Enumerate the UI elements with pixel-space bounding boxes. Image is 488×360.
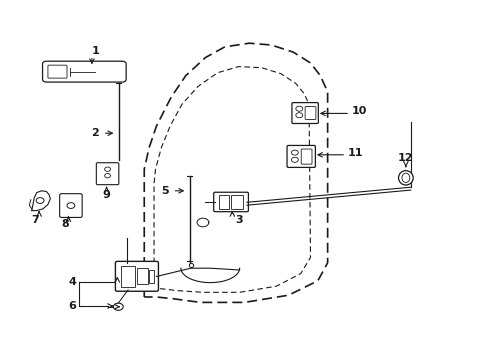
Text: 11: 11 bbox=[347, 148, 363, 158]
Text: 9: 9 bbox=[102, 190, 110, 200]
Bar bbox=[149, 270, 154, 283]
FancyBboxPatch shape bbox=[286, 145, 315, 167]
FancyBboxPatch shape bbox=[96, 163, 119, 185]
Text: 5: 5 bbox=[161, 186, 169, 196]
Circle shape bbox=[67, 203, 75, 208]
Circle shape bbox=[104, 174, 110, 178]
Text: 10: 10 bbox=[351, 106, 366, 116]
Circle shape bbox=[295, 106, 302, 111]
Ellipse shape bbox=[398, 171, 412, 185]
Ellipse shape bbox=[401, 173, 409, 183]
Circle shape bbox=[291, 157, 298, 162]
Bar bbox=[219, 195, 228, 209]
FancyBboxPatch shape bbox=[42, 61, 126, 82]
Bar bbox=[121, 266, 135, 287]
Bar bbox=[137, 268, 147, 284]
FancyBboxPatch shape bbox=[115, 261, 158, 291]
Circle shape bbox=[291, 150, 298, 155]
FancyBboxPatch shape bbox=[60, 194, 82, 217]
FancyBboxPatch shape bbox=[291, 103, 318, 123]
Text: 1: 1 bbox=[91, 46, 99, 56]
Text: 6: 6 bbox=[68, 301, 76, 311]
FancyBboxPatch shape bbox=[301, 149, 311, 164]
Circle shape bbox=[113, 303, 123, 310]
FancyBboxPatch shape bbox=[305, 107, 315, 120]
Bar bbox=[230, 195, 243, 209]
Text: 7: 7 bbox=[31, 215, 39, 225]
FancyBboxPatch shape bbox=[213, 192, 248, 212]
Circle shape bbox=[295, 113, 302, 118]
Text: 3: 3 bbox=[235, 215, 243, 225]
Text: 12: 12 bbox=[397, 153, 413, 163]
Text: 2: 2 bbox=[91, 128, 99, 138]
Text: 8: 8 bbox=[61, 219, 69, 229]
Circle shape bbox=[36, 198, 44, 203]
FancyBboxPatch shape bbox=[48, 65, 67, 78]
Circle shape bbox=[104, 167, 110, 171]
Text: 4: 4 bbox=[68, 276, 76, 287]
